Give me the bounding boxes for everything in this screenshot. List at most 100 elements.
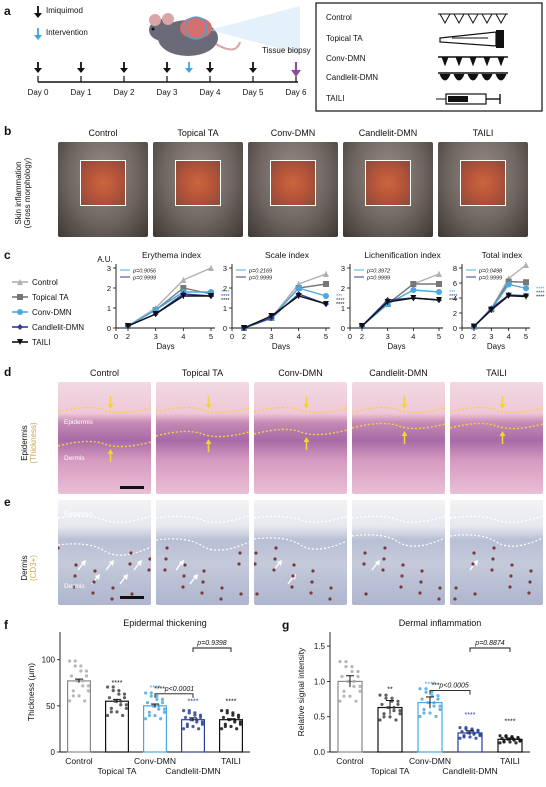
data-point <box>145 701 150 705</box>
panel-d-column-title: Conv-DMN <box>278 368 323 378</box>
significance-stars: **** <box>536 294 545 300</box>
y-tick-label: 1 <box>223 304 227 313</box>
bar-control <box>66 659 91 753</box>
x-tick-label: 5 <box>324 332 328 341</box>
data-point <box>225 711 229 715</box>
data-point <box>470 728 474 732</box>
pvalue-label: p=0.9999 <box>366 276 390 282</box>
chart-title: Total index <box>482 250 523 260</box>
data-point <box>75 679 79 683</box>
data-point <box>183 715 188 720</box>
cd3-positive-cell <box>274 546 278 550</box>
data-point <box>396 702 400 707</box>
y-tick-label: 8 <box>453 264 457 273</box>
pvalue-label: p=0.9999 <box>478 276 502 282</box>
data-point <box>200 722 204 726</box>
significance-stars: **** <box>150 685 161 692</box>
y-tick-label: 0 <box>453 324 457 333</box>
y-tick-label: 2 <box>453 309 457 318</box>
pvalue-label: p=0.9999 <box>132 276 156 282</box>
data-point <box>220 727 224 731</box>
cd3-positive-cell <box>471 562 475 566</box>
cd3-positive-cell <box>254 562 257 566</box>
cd3-positive-cell <box>311 569 315 573</box>
x-axis-label: Days <box>487 342 505 350</box>
data-point <box>516 736 520 741</box>
cd3-positive-cell <box>220 586 224 590</box>
epidermis-top-border <box>352 515 445 523</box>
bar-conv-dmn <box>417 687 443 753</box>
epidermis-bottom-border <box>450 534 543 547</box>
y-tick-label: 0 <box>341 324 345 333</box>
cd3-positive-cell <box>202 569 206 573</box>
x-tick-label: 3 <box>154 332 158 341</box>
data-point <box>350 669 354 674</box>
data-point <box>106 713 110 718</box>
data-point <box>79 664 83 668</box>
intervention-legend-label: Intervention <box>46 28 88 37</box>
cd3-positive-cell <box>383 546 387 550</box>
data-point <box>187 711 191 715</box>
cd3-positive-cell <box>510 563 514 567</box>
dermis-overlay <box>254 515 347 601</box>
data-point <box>466 731 470 735</box>
epidermis-bottom-border <box>156 430 249 438</box>
x-tick-label: 3 <box>489 332 493 341</box>
panel-e-ylabel: Dermis (CD3+) <box>20 555 38 582</box>
x-tick-label: 0 <box>114 332 118 341</box>
data-point <box>430 690 434 694</box>
epidermis-bottom-border <box>254 537 347 550</box>
imiquimod-arrowhead-icon <box>206 68 214 73</box>
bar-control <box>337 660 363 753</box>
data-point <box>346 679 350 684</box>
cd3-positive-cell <box>219 597 223 601</box>
data-point <box>356 669 360 674</box>
pvalue-label: p=0.0498 <box>478 269 503 275</box>
x-tick-label: 4 <box>297 332 301 341</box>
chart-title: Scale index <box>265 250 310 260</box>
cd3-positive-cell <box>201 580 205 584</box>
cd3-cell-arrowhead-icon <box>193 574 198 580</box>
data-point <box>160 697 165 701</box>
inflamed-skin-region <box>460 160 506 206</box>
data-point <box>106 685 110 689</box>
data-point <box>157 707 161 711</box>
data-point <box>518 739 522 743</box>
inflamed-skin-region <box>80 160 126 206</box>
y-tick-label: 0.5 <box>314 713 326 722</box>
cd3-positive-cell <box>381 568 385 572</box>
cd3-positive-cell <box>272 568 276 572</box>
panel-c-charts: Control Topical TA Conv-DMN Candlelit-DMN TA… <box>12 250 545 350</box>
y-tick-label: 6 <box>453 279 457 288</box>
panel-c-ylabel: A.U. <box>97 255 113 264</box>
cd3-positive-cell <box>382 557 386 561</box>
data-point <box>122 692 127 696</box>
comparison-pvalue: p=0.8874 <box>474 640 504 647</box>
x-tick-label: 3 <box>386 332 390 341</box>
cd3-cell-arrowhead-icon <box>137 560 142 566</box>
bar-topical-ta <box>104 685 129 753</box>
thickness-arrowhead-icon <box>205 439 212 444</box>
panels-f-g-charts: Epidermal thickening 0 50 100 Thickness (μm)… <box>26 618 530 776</box>
panel-b-column-title: Topical TA <box>177 128 219 138</box>
data-point <box>506 737 510 741</box>
data-point <box>71 689 75 693</box>
cd3-positive-cell <box>329 586 333 590</box>
panel-d-ylabel: Epidermis (Thickness) <box>20 422 38 464</box>
data-point <box>233 720 237 724</box>
y-tick-label: 1 <box>107 304 111 313</box>
data-point <box>185 724 189 729</box>
data-point <box>338 660 342 664</box>
biopsy-arrow-icon <box>291 62 301 77</box>
data-point <box>352 679 356 684</box>
data-point <box>124 703 128 707</box>
comparison-bracket <box>429 690 471 695</box>
series-taili <box>241 293 329 331</box>
comparison-bracket <box>154 693 194 698</box>
cd3-positive-cell <box>91 591 95 595</box>
data-point <box>149 691 153 695</box>
candlelit-dmn-device-icon <box>438 72 508 81</box>
cd3-positive-cell <box>254 551 258 555</box>
cd3-positive-cell <box>93 569 97 573</box>
